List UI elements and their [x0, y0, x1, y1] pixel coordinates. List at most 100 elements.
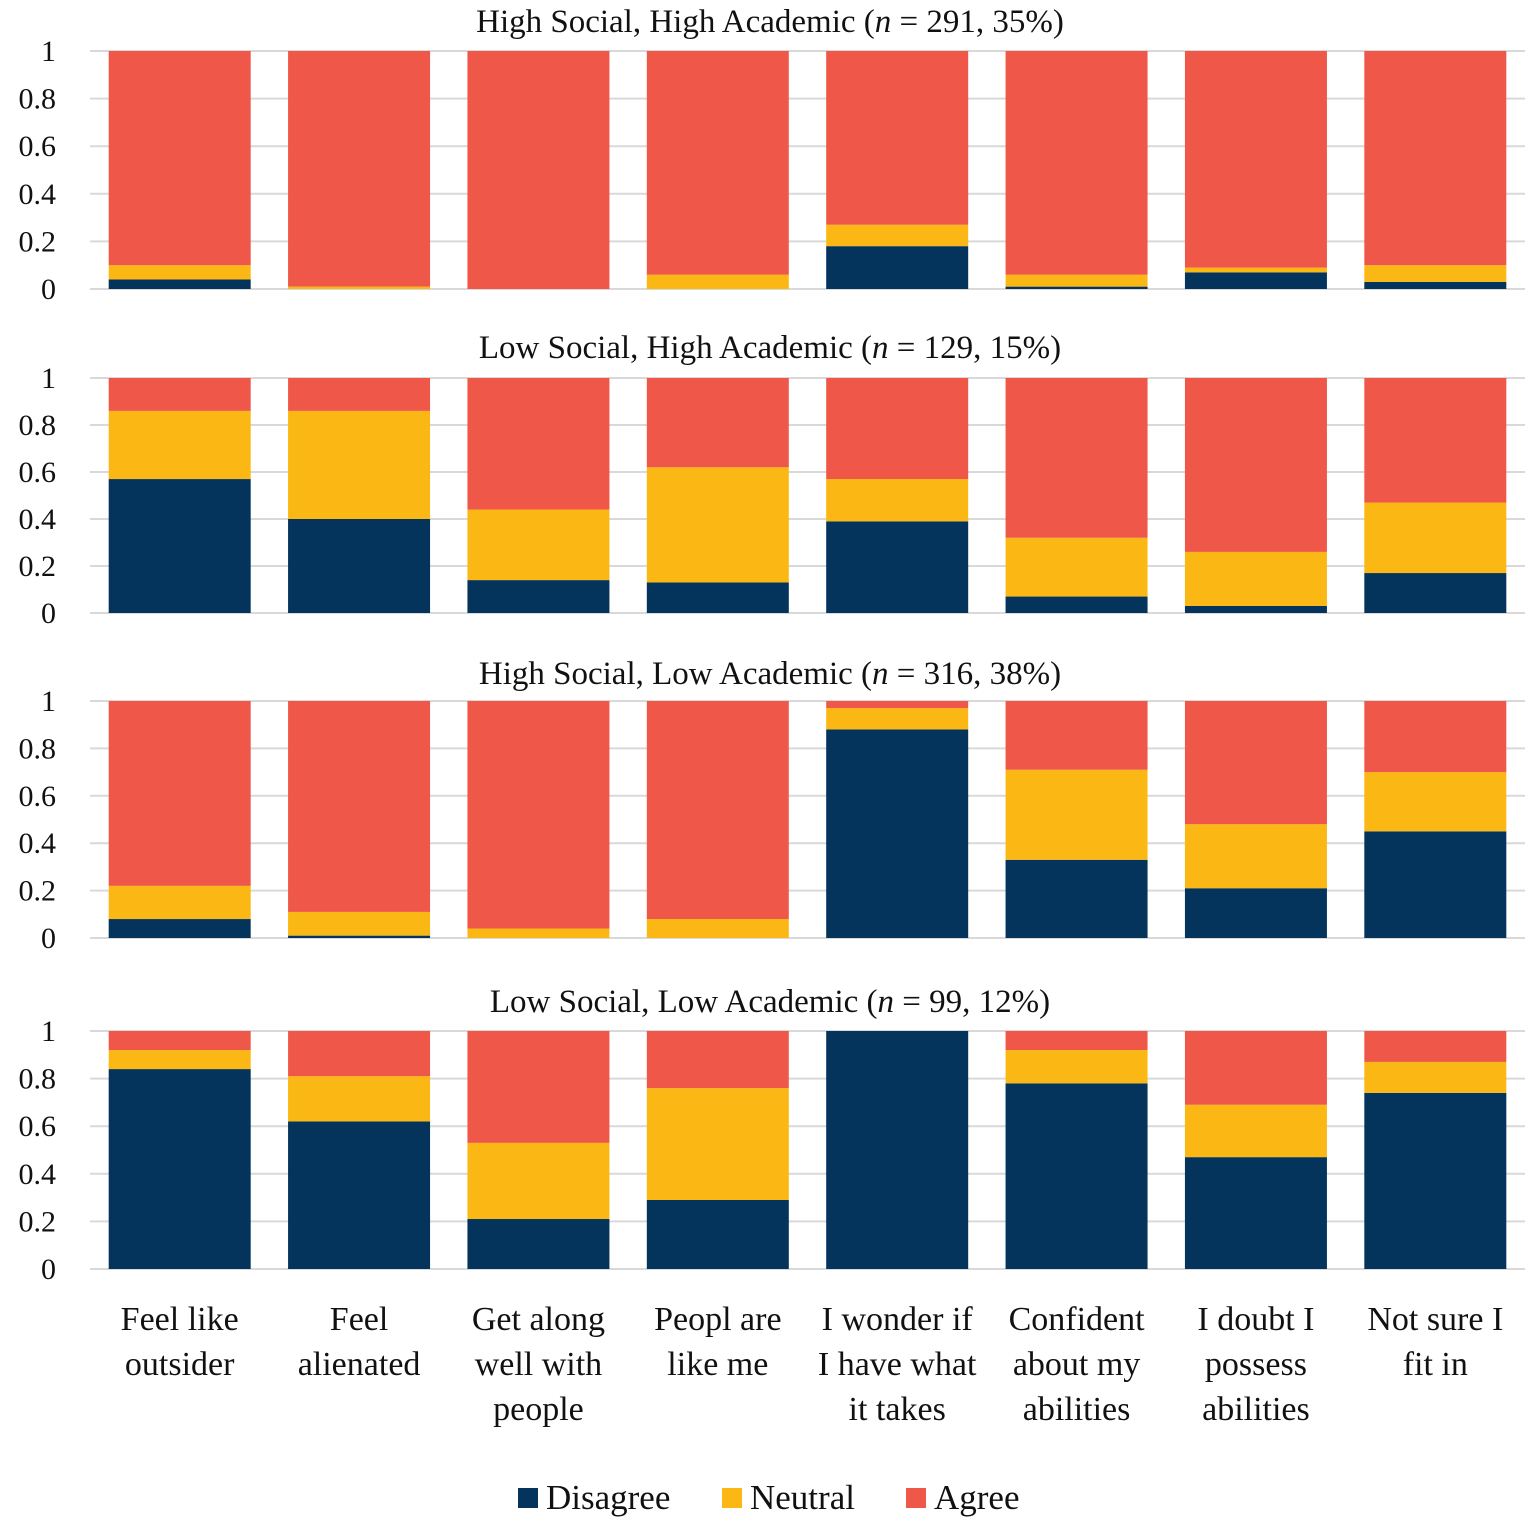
x-category-label-line: I wonder if	[822, 1301, 974, 1338]
bar-agree-6	[1005, 51, 1148, 275]
panel-1: 0 0.2 0.4 0.6 0.8 1 High Social, High Academic…	[19, 4, 1525, 306]
bar-agree-2	[288, 51, 431, 287]
bar-agree-1	[108, 1031, 251, 1051]
x-category-label-line: Get along	[472, 1301, 605, 1338]
y-tick-label: 1	[41, 685, 56, 718]
bar-agree-6	[1005, 1031, 1148, 1051]
bar-agree-3	[467, 1031, 610, 1143]
bar-agree-5	[826, 701, 969, 709]
bar-disagree-3	[467, 1219, 610, 1269]
bar-neutral-7	[1184, 1104, 1327, 1158]
bar-disagree-1	[108, 1069, 251, 1269]
bar-disagree-5	[826, 729, 969, 938]
x-category-label-line: possess	[1205, 1346, 1307, 1383]
y-tick-label: 0.4	[19, 178, 57, 211]
bar-disagree-8	[1364, 1092, 1507, 1269]
x-category-label-line: alienated	[298, 1346, 421, 1383]
bar-agree-4	[646, 701, 789, 920]
x-category-label: Feel like outsider	[121, 1301, 239, 1383]
bar-agree-4	[646, 378, 789, 468]
x-category-label: Peopl are like me	[654, 1301, 781, 1383]
bar-agree-1	[108, 378, 251, 411]
panel-2: 0 0.2 0.4 0.6 0.8 1 Low Social, High Academic …	[19, 330, 1525, 630]
bar-neutral-3	[467, 1142, 610, 1220]
x-category-label: Confident about my abilities	[1009, 1301, 1146, 1428]
x-category-label-line: outsider	[125, 1346, 235, 1383]
bar-agree-7	[1184, 51, 1327, 268]
bar-neutral-5	[826, 479, 969, 522]
bar-agree-3	[467, 701, 610, 929]
x-category-label: Feel alienated	[298, 1301, 421, 1383]
x-category-label: I doubt I possess abilities	[1197, 1301, 1314, 1428]
bar-disagree-6	[1005, 286, 1148, 289]
y-tick-label: 0.4	[19, 1158, 57, 1191]
bar-neutral-7	[1184, 267, 1327, 273]
bar-agree-7	[1184, 701, 1327, 825]
panel-title-n: n	[878, 984, 895, 1020]
x-category-label: Not sure I fit in	[1367, 1301, 1503, 1383]
bar-neutral-2	[288, 911, 431, 936]
bar-neutral-6	[1005, 769, 1148, 860]
y-tick-label: 0	[41, 597, 56, 630]
y-tick-label: 0.8	[19, 409, 57, 442]
bar-neutral-4	[646, 919, 789, 938]
panel-title: High Social, Low Academic (n = 316, 38%)	[479, 656, 1061, 692]
panel-title-prefix: High Social, High Academic (	[476, 4, 875, 40]
y-tick-label: 0	[41, 1253, 56, 1286]
bar-neutral-8	[1364, 265, 1507, 282]
y-tick-label: 0.6	[19, 456, 57, 489]
panel-title-prefix: Low Social, High Academic (	[479, 330, 872, 366]
bar-disagree-5	[826, 246, 969, 289]
bar-agree-4	[646, 51, 789, 275]
bar-disagree-3	[467, 580, 610, 613]
y-tick-label: 0	[41, 922, 56, 955]
panel-title-suffix: = 99, 12%)	[894, 984, 1050, 1020]
bar-agree-6	[1005, 701, 1148, 770]
y-tick-label: 0.2	[19, 550, 57, 583]
bar-neutral-4	[646, 1088, 789, 1200]
bar-disagree-4	[646, 1199, 789, 1269]
bar-agree-5	[826, 378, 969, 480]
legend-label-neutral: Neutral	[750, 1478, 855, 1517]
y-tick-label: 1	[41, 35, 56, 68]
legend-swatch-neutral	[722, 1488, 742, 1508]
bar-neutral-1	[108, 1050, 251, 1070]
x-category-label-line: like me	[667, 1346, 768, 1383]
bar-disagree-1	[108, 479, 251, 613]
y-tick-label: 1	[41, 1015, 56, 1048]
bar-agree-3	[467, 378, 610, 510]
x-category-label-line: Feel like	[121, 1301, 239, 1338]
bar-neutral-2	[288, 1076, 431, 1122]
bar-disagree-6	[1005, 1083, 1148, 1269]
x-category-label-line: it takes	[849, 1391, 946, 1428]
bar-disagree-7	[1184, 605, 1327, 613]
bar-agree-2	[288, 701, 431, 912]
panel-title-n: n	[875, 4, 892, 40]
bar-neutral-8	[1364, 502, 1507, 574]
panel-title-prefix: High Social, Low Academic (	[479, 656, 872, 692]
bar-disagree-5	[826, 1031, 969, 1269]
x-category-label-line: Peopl are	[654, 1301, 781, 1338]
bar-disagree-2	[288, 519, 431, 613]
y-tick-label: 0.8	[19, 732, 57, 765]
bar-neutral-3	[467, 928, 610, 938]
panel-3: 0 0.2 0.4 0.6 0.8 1 High Social, Low Academic …	[19, 656, 1525, 955]
bar-agree-2	[288, 378, 431, 411]
y-tick-label: 1	[41, 362, 56, 395]
bar-neutral-2	[288, 286, 431, 289]
x-category-label-line: fit in	[1403, 1346, 1468, 1383]
bar-disagree-7	[1184, 888, 1327, 938]
x-category-label-line: people	[493, 1391, 584, 1428]
bar-disagree-8	[1364, 281, 1507, 289]
bar-disagree-1	[108, 919, 251, 938]
legend-swatch-disagree	[518, 1488, 538, 1508]
bar-agree-8	[1364, 1031, 1507, 1062]
bar-neutral-7	[1184, 824, 1327, 889]
panel-title-suffix: = 129, 15%)	[889, 330, 1062, 366]
bar-disagree-2	[288, 935, 431, 938]
bar-disagree-6	[1005, 596, 1148, 613]
legend-label-agree: Agree	[934, 1478, 1020, 1517]
bar-neutral-5	[826, 224, 969, 247]
bar-neutral-8	[1364, 772, 1507, 832]
